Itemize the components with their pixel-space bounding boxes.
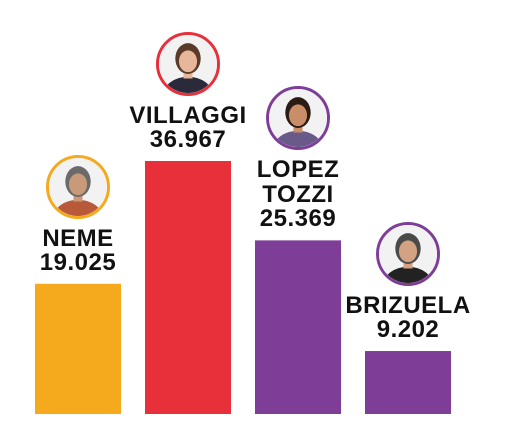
value-label: 19.025 <box>39 249 117 277</box>
candidate-photo-icon <box>46 154 110 219</box>
category-label: BRIZUELA <box>345 292 471 320</box>
category-label: LOPEZ <box>256 156 340 184</box>
bar-brizuela <box>365 351 451 414</box>
candidate-photo-icon <box>156 32 220 96</box>
bar-label: VILLAGGI 36.967 <box>118 102 258 154</box>
bar-neme <box>35 283 121 414</box>
value-label: 9.202 <box>376 316 440 344</box>
bar-lopez-tozzi <box>255 240 341 414</box>
candidate-photo-icon <box>376 222 440 287</box>
bar-label: BRIZUELA 9.202 <box>338 292 478 344</box>
person-photo-icon <box>379 225 437 284</box>
bar-villaggi <box>145 161 231 414</box>
person-photo-icon <box>269 89 327 148</box>
person-photo-icon <box>159 35 217 93</box>
category-label: VILLAGGI <box>129 102 247 129</box>
bar-label: NEME 19.025 <box>8 224 148 277</box>
category-label: NEME <box>42 224 114 252</box>
value-label: 36.967 <box>149 126 227 154</box>
candidate-photo-icon <box>266 86 330 151</box>
value-label: 25.369 <box>259 205 337 233</box>
person-photo-icon <box>49 157 107 216</box>
category-label: TOZZI <box>262 180 334 208</box>
bar-label: LOPEZ TOZZI 25.369 <box>228 156 368 233</box>
